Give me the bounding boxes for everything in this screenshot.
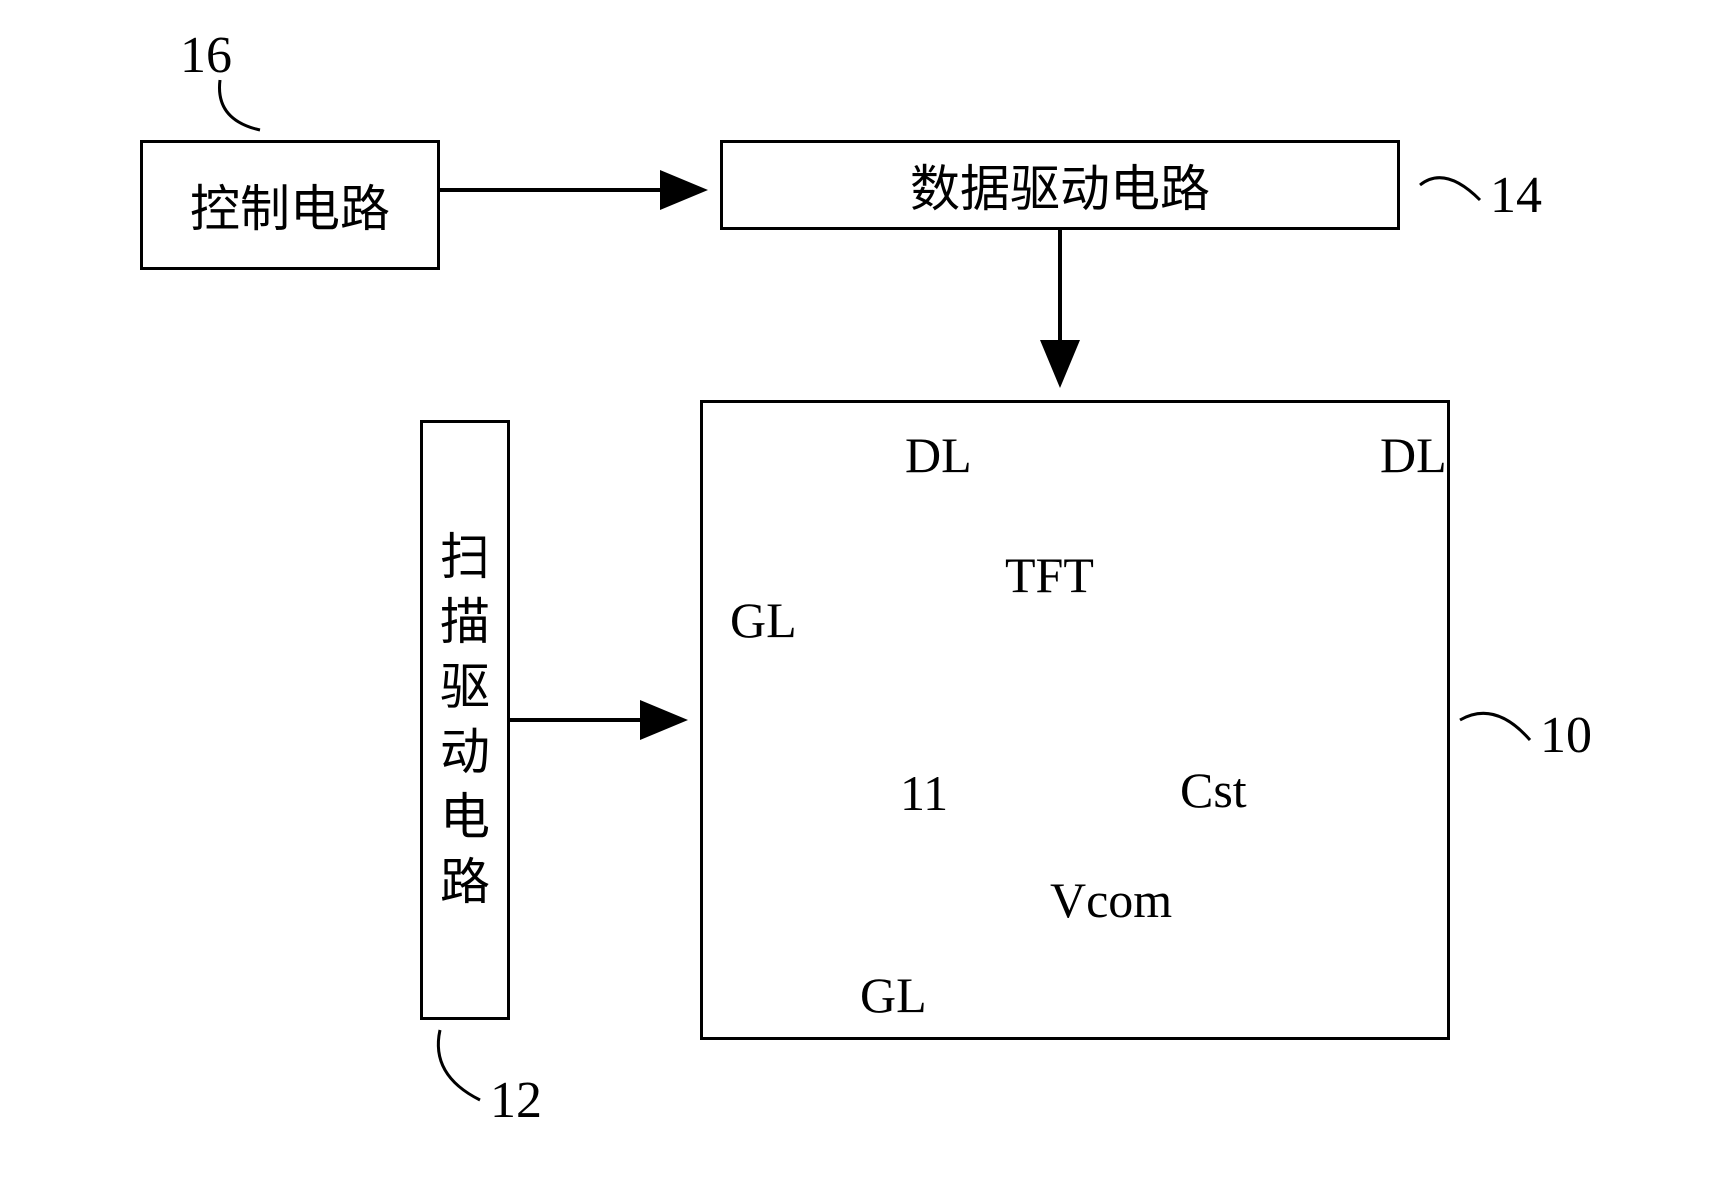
lc-ref-label: 11 [900, 768, 948, 818]
scan-driver-label-container: 扫 描 驱 动 电 路 [440, 423, 490, 1017]
tft-label: TFT [1005, 550, 1094, 600]
dl-label-left: DL [905, 430, 972, 480]
data-driver-label: 数据驱动电路 [910, 149, 1210, 221]
scan-char-6: 路 [440, 850, 490, 915]
ref-12: 12 [490, 1075, 542, 1127]
control-circuit-block: 控制电路 [140, 140, 440, 270]
scan-char-2: 描 [440, 590, 490, 655]
dl-label-right: DL [1380, 430, 1447, 480]
control-circuit-label: 控制电路 [190, 169, 390, 241]
ref-16: 16 [180, 30, 232, 82]
scan-driver-block: 扫 描 驱 动 电 路 [420, 420, 510, 1020]
gl-label-top: GL [730, 595, 797, 645]
scan-char-4: 动 [440, 720, 490, 785]
ref-10: 10 [1540, 710, 1592, 762]
scan-char-5: 电 [440, 785, 490, 850]
data-driver-block: 数据驱动电路 [720, 140, 1400, 230]
ref-14: 14 [1490, 170, 1542, 222]
gl-label-bottom: GL [860, 970, 927, 1020]
cst-label: Cst [1180, 765, 1247, 815]
scan-char-3: 驱 [440, 655, 490, 720]
panel-block [700, 400, 1450, 1040]
scan-char-1: 扫 [440, 525, 490, 590]
vcom-label: Vcom [1050, 875, 1172, 925]
